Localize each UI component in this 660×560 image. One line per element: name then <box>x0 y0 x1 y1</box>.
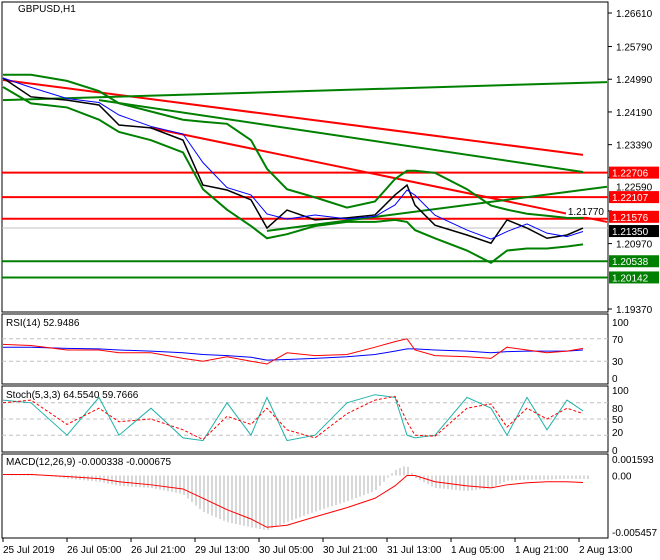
rsi-ma-line <box>3 346 584 361</box>
price-tick-label: 1.22590 <box>616 183 653 194</box>
price-tick-label: 1.26610 <box>616 9 653 20</box>
level-price-label-bg <box>609 271 659 284</box>
price-tick-label: 1.24990 <box>616 75 653 86</box>
price-tick-label: 1.20970 <box>616 240 653 251</box>
stoch-tick-label: 100 <box>612 386 629 397</box>
level-price-label: 1.22107 <box>612 193 649 204</box>
price-tick-label-bg <box>566 204 606 217</box>
level-price-label: 1.20142 <box>612 273 649 284</box>
rsi-tick-label: 70 <box>612 335 624 346</box>
price-tick-label: 1.19370 <box>616 305 653 316</box>
stoch-signal-line <box>2 395 584 441</box>
rsi-tick-label: 100 <box>612 318 629 329</box>
bollinger-lower <box>2 86 584 264</box>
main-pane <box>1 1 609 313</box>
time-tick-label: 31 Jul 13:00 <box>387 545 442 556</box>
stoch-tick-label: 80 <box>612 404 624 415</box>
chart-title: GBPUSD,H1 <box>18 4 76 15</box>
ma-fast <box>2 77 584 240</box>
price-tick-label: 1.24190 <box>616 108 653 119</box>
stoch-tick-label: 50 <box>612 415 624 426</box>
rsi-tick-label: 30 <box>612 357 624 368</box>
time-tick-label: 1 Aug 05:00 <box>451 545 505 556</box>
time-tick-label: 30 Jul 21:00 <box>323 545 378 556</box>
time-tick-label: 1 Aug 21:00 <box>515 545 569 556</box>
time-tick-label: 25 Jul 2019 <box>3 545 55 556</box>
trendline <box>2 81 608 102</box>
price-tick-label: 1.21770 <box>568 207 605 218</box>
price-tick-label: 1.25790 <box>616 43 653 54</box>
price-line <box>2 77 584 245</box>
level-price-label: 1.20538 <box>612 257 649 268</box>
level-price-label-bg <box>609 255 659 268</box>
macd-tick-label: -0.005457 <box>612 528 657 539</box>
rsi-label: RSI(14) 52.9486 <box>6 318 80 329</box>
level-price-label-bg <box>609 210 659 223</box>
level-price-label: 1.21576 <box>612 213 649 224</box>
time-tick-label: 29 Jul 13:00 <box>195 545 250 556</box>
macd-signal-line <box>3 473 584 528</box>
trendline <box>266 185 608 232</box>
time-tick-label: 30 Jul 05:00 <box>259 545 314 556</box>
stoch-tick-label: 20 <box>612 428 624 439</box>
macd-pane <box>1 453 609 539</box>
macd-tick-label: 0.001593 <box>612 455 654 466</box>
stoch-main-line <box>2 394 584 442</box>
macd-label: MACD(12,26,9) -0.000338 -0.000675 <box>6 457 172 468</box>
trendline <box>150 126 608 223</box>
stoch-label: Stoch(5,3,3) 64.5540 59.7666 <box>6 390 139 401</box>
time-tick-label: 26 Jul 05:00 <box>67 545 122 556</box>
macd-tick-label: 0.00 <box>612 471 632 482</box>
rsi-line <box>2 338 584 365</box>
price-tick-label: 1.23390 <box>616 141 653 152</box>
trendline <box>98 99 584 174</box>
stoch-tick-label: 0 <box>612 446 618 457</box>
bollinger-upper <box>3 73 583 219</box>
current-price-label-bg <box>609 225 659 238</box>
level-price-label-bg <box>609 166 659 179</box>
current-price-label: 1.21350 <box>612 227 649 238</box>
level-price-label-bg <box>609 191 659 204</box>
level-price-label: 1.22706 <box>612 169 649 180</box>
rsi-tick-label: 0 <box>612 374 618 385</box>
time-tick-label: 26 Jul 21:00 <box>131 545 186 556</box>
time-tick-label: 2 Aug 13:00 <box>579 545 633 556</box>
